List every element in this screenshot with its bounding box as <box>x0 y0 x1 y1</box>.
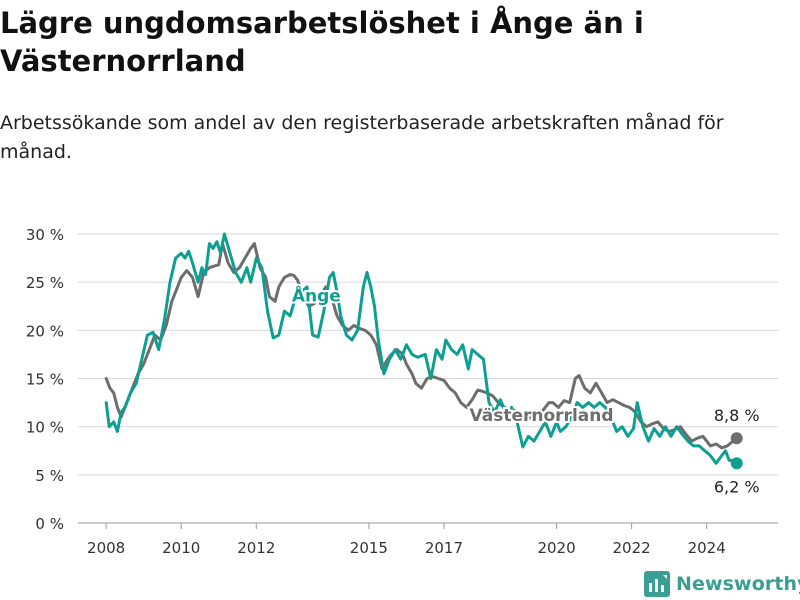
chart-subtitle: Arbetssökande som andel av den registerb… <box>0 112 724 163</box>
y-tick-label: 25 % <box>26 274 64 292</box>
x-tick-label: 2012 <box>237 539 275 557</box>
series-label-ange: Ånge <box>292 283 341 306</box>
y-tick-label: 5 % <box>35 467 64 485</box>
series-line-ange <box>104 232 739 465</box>
x-tick-label: 2022 <box>613 539 651 557</box>
end-label-ange: 6,2 % <box>714 477 760 496</box>
x-tick-label: 2015 <box>350 539 388 557</box>
x-tick-label: 2010 <box>162 539 200 557</box>
newsworthy-brand-text: Newsworthy <box>676 573 800 595</box>
newsworthy-logo: Newsworthy <box>644 571 800 597</box>
x-tick-label: 2008 <box>87 539 125 557</box>
series-label-vasternorrland: Västernorrland <box>470 406 614 426</box>
y-tick-label: 0 % <box>35 515 64 533</box>
end-point-vasternorrland <box>730 432 743 445</box>
chart-title: Lägre ungdomsarbetslöshet i Ånge än i Vä… <box>0 6 644 78</box>
newsworthy-logo-icon <box>644 571 670 597</box>
end-point-ange <box>730 457 743 470</box>
y-tick-label: 10 % <box>26 419 64 437</box>
y-tick-label: 30 % <box>26 226 64 244</box>
x-tick-label: 2017 <box>425 539 463 557</box>
x-tick-label: 2024 <box>688 539 726 557</box>
x-tick-label: 2020 <box>537 539 575 557</box>
end-label-vasternorrland: 8,8 % <box>714 406 760 425</box>
y-tick-label: 20 % <box>26 322 64 340</box>
y-tick-label: 15 % <box>26 371 64 389</box>
